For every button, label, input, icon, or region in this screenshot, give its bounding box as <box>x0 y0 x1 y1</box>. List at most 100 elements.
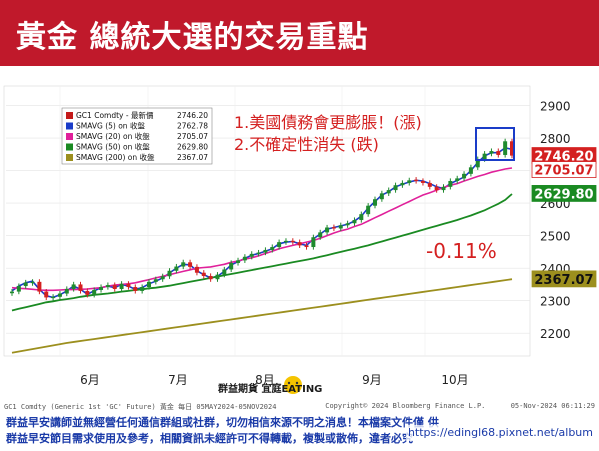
candle-body <box>37 281 42 292</box>
last-value-text: 2629.80 <box>534 187 593 202</box>
candle-body <box>167 270 172 277</box>
legend-value: 2629.80 <box>177 143 208 152</box>
y-tick-label: 2300 <box>540 295 571 309</box>
candle-body <box>277 242 282 248</box>
candle-body <box>105 285 110 288</box>
candle-body <box>133 287 138 291</box>
candle-body <box>318 232 323 238</box>
candle-body <box>78 284 83 291</box>
album-url: https://edingl68.pixnet.net/album <box>405 425 595 441</box>
candle-body <box>283 240 288 243</box>
candle-body <box>400 182 405 186</box>
highlight-box <box>475 127 515 161</box>
candle-body <box>331 227 336 229</box>
candle-body <box>475 159 480 168</box>
candle-body <box>85 290 90 295</box>
last-value-text: 2705.07 <box>534 164 593 179</box>
candle-body <box>379 193 384 200</box>
sma-line-3 <box>11 278 513 354</box>
candle-body <box>229 262 234 270</box>
last-value-box <box>531 270 597 288</box>
candle-body <box>263 249 268 253</box>
last-value-text: 2746.20 <box>534 150 593 165</box>
candle-body <box>215 274 220 280</box>
legend-value: 2746.20 <box>177 111 208 120</box>
footnote-copyright: Copyright© 2024 Bloomberg Finance L.P. 0… <box>325 402 595 410</box>
candle-body <box>503 141 508 155</box>
candle-body <box>126 283 131 288</box>
candle-body <box>290 240 295 243</box>
candle-body <box>160 276 165 280</box>
last-value-text: 2367.07 <box>534 273 593 288</box>
legend-label: SMAVG (200) on 收盤 <box>76 152 155 162</box>
legend-swatch <box>66 154 73 161</box>
legend-label: SMAVG (50) on 收盤 <box>76 142 150 152</box>
candle-body <box>441 186 446 191</box>
legend-label: SMAVG (20) on 收盤 <box>76 131 150 141</box>
candle-body <box>23 282 28 287</box>
candle-body <box>386 190 391 194</box>
legend-label: GC1 Comdty - 最新價 <box>76 110 154 120</box>
legend-frame <box>61 107 213 165</box>
y-tick-label: 2900 <box>540 100 571 114</box>
sun-icon <box>284 376 302 394</box>
last-value-box <box>531 161 597 178</box>
y-tick-label: 2500 <box>540 230 571 244</box>
candle-body <box>236 260 241 263</box>
sma-line-1 <box>11 167 513 292</box>
candle-body <box>304 245 309 248</box>
candle-body <box>338 225 343 229</box>
watermark: 群益期貨 宜庭EATING <box>218 376 322 395</box>
candle-body <box>373 199 378 206</box>
candle-body <box>208 275 213 280</box>
disclaimer-line-1: 群益早安講師並無經營任何通信群組或社群，切勿相信來源不明之消息！本檔案文件僅 供 <box>6 416 439 429</box>
candle-body <box>366 205 371 215</box>
title-banner: 黃金 總統大選的交易重點 <box>0 0 599 66</box>
candle-body <box>181 262 186 267</box>
candle-body <box>92 289 97 295</box>
candle-body <box>194 266 199 273</box>
legend-value: 2705.07 <box>177 132 208 141</box>
candle-body <box>249 253 254 257</box>
candle-body <box>311 237 316 248</box>
footnote-copyright-text: Copyright© 2024 Bloomberg Finance L.P. <box>325 402 486 410</box>
candle-body <box>10 291 14 294</box>
candle-body <box>345 223 350 226</box>
annotation-line-1: 1.美國債務會更膨脹！(漲) <box>234 113 422 132</box>
candle-body <box>270 247 275 250</box>
candle-body <box>16 286 21 292</box>
annotation-line-2: 2.不確定性消失 (跌) <box>234 135 379 154</box>
candle-body <box>119 283 124 289</box>
sun-eye-right-icon <box>295 381 299 385</box>
candle-body <box>140 287 145 291</box>
candle-body <box>359 214 364 221</box>
candlestick-series <box>10 138 514 301</box>
candle-body <box>297 242 302 246</box>
candle-body <box>434 186 439 191</box>
candle-body <box>482 153 487 160</box>
x-axis: 6月 7月 8月 9月 10月 <box>80 373 468 387</box>
disclaimer-line-2: 群益早安節目需求使用及參考，相關資訊未經許可不得轉載，複製或散佈，違者必究 <box>6 432 413 445</box>
candle-body <box>99 287 104 290</box>
candle-body <box>256 252 261 254</box>
legend: GC1 Comdty - 最新價 2746.20 SMAVG (5) on 收盤 27… <box>61 107 213 165</box>
candle-body <box>414 179 419 181</box>
candle-body <box>30 281 35 284</box>
footnote-date: 05-Nov-2024 06:11:29 <box>510 402 595 410</box>
change-annotation: -0.11% <box>426 239 497 263</box>
candle-body <box>407 180 412 183</box>
chart-footnote: GC1 Comdty (Generic 1st 'GC' Future) 黃金 … <box>4 402 595 414</box>
x-tick-label: 6月 <box>80 373 100 387</box>
candle-body <box>468 167 473 174</box>
candle-body <box>455 178 460 181</box>
legend-swatch <box>66 122 73 130</box>
legend-swatch <box>66 112 73 119</box>
sun-eye-left-icon <box>287 381 291 385</box>
candle-body <box>352 220 357 224</box>
candle-body <box>222 269 227 275</box>
candle-body <box>174 266 179 271</box>
candle-body <box>64 288 69 294</box>
candle-body <box>51 296 56 299</box>
